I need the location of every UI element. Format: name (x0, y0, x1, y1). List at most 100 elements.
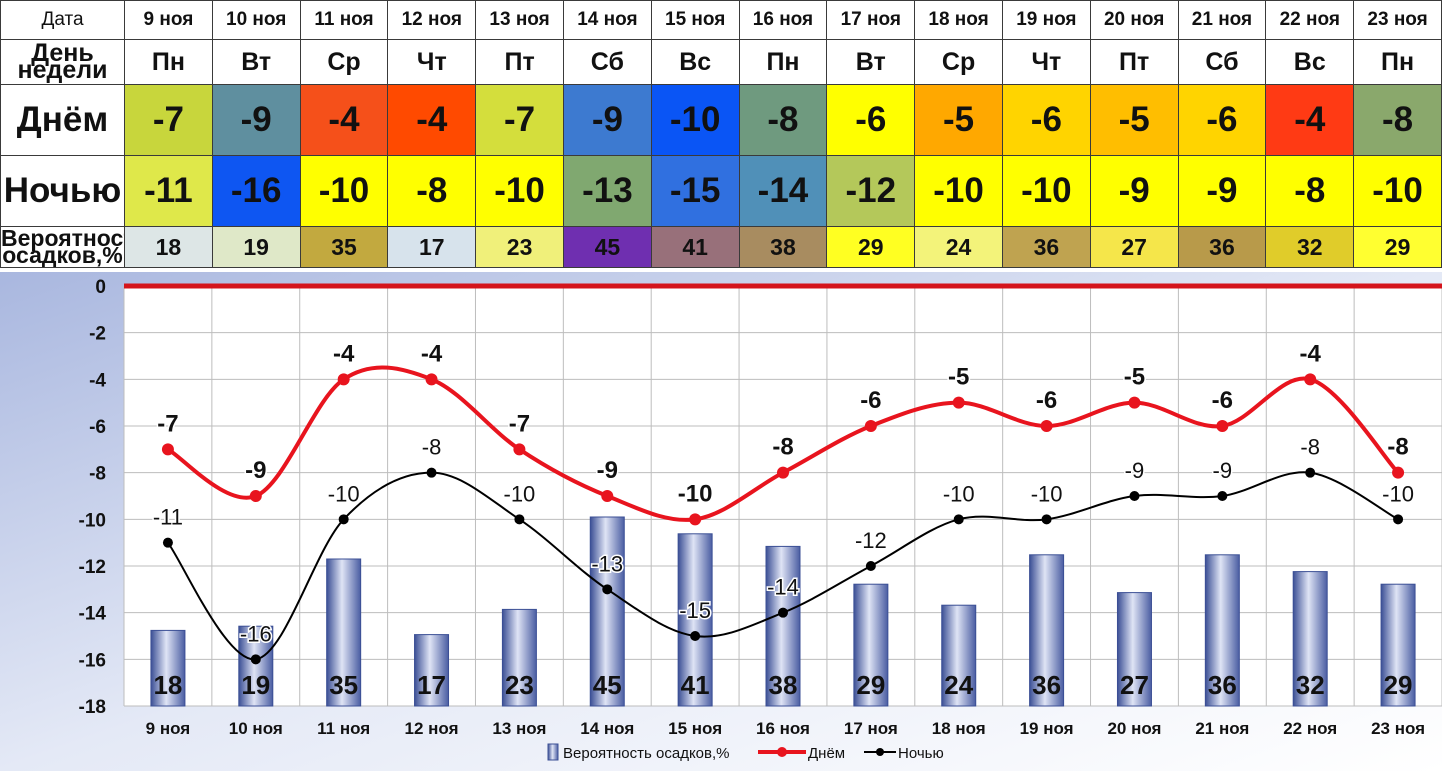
y-tick-label: 0 (95, 277, 106, 298)
probability-bar (414, 634, 450, 707)
day-value-label: -4 (1300, 340, 1322, 367)
legend-probability-label: Вероятность осадков,% (563, 745, 730, 762)
probability-bar-label: 38 (769, 670, 798, 700)
day-value-label: -4 (421, 340, 443, 367)
night-temp-cell: -8 (387, 155, 477, 227)
legend-day-marker (777, 747, 787, 757)
probability-cell: 45 (562, 226, 652, 268)
day-temp-cell: -6 (1177, 84, 1267, 156)
probability-bar-label: 17 (417, 670, 446, 700)
probability-bar (589, 516, 625, 707)
weekday-cell: Вт (826, 39, 916, 85)
day-value-label: -6 (1212, 387, 1233, 414)
night-value-label: -10 (1382, 481, 1414, 506)
day-point (1128, 396, 1141, 409)
weekday-cell: Пт (475, 39, 564, 85)
date-cell: 16 ноя (738, 0, 828, 40)
legend-day-label: Днём (808, 745, 845, 762)
probability-cell: 19 (211, 226, 301, 268)
night-temp-cell: -13 (562, 155, 652, 227)
probability-bar-label: 24 (944, 670, 973, 700)
probability-cell: 29 (826, 226, 916, 268)
weekday-cell: Вс (1265, 39, 1355, 85)
date-cell: 20 ноя (1089, 0, 1179, 40)
date-row: Дата 9 ноя 10 ноя 11 ноя 12 ноя 13 ноя 14 ноя… (0, 0, 1442, 40)
weekday-row-label: День недели (0, 39, 125, 85)
weekday-row: День недели Пн Вт Ср Чт Пт Сб Вс Пн Вт Ср Чт Пт Сб Вс… (0, 39, 1442, 85)
x-tick-label: 20 ноя (1107, 719, 1161, 738)
probability-bar-label: 32 (1296, 670, 1325, 700)
y-tick-label: -18 (79, 697, 106, 718)
day-value-label: -8 (772, 434, 793, 461)
date-cell: 13 ноя (475, 0, 564, 40)
night-temp-cell: -9 (1177, 155, 1267, 227)
probability-cell: 18 (124, 226, 213, 268)
x-tick-label: 14 ноя (580, 719, 634, 738)
night-value-label: -9 (1125, 458, 1145, 483)
x-tick-label: 23 ноя (1371, 719, 1425, 738)
chart-legend: Вероятность осадков,% Днём Ночью (547, 743, 944, 762)
probability-bar-label: 18 (153, 670, 182, 700)
date-cell: 22 ноя (1265, 0, 1355, 40)
weekday-cell: Пн (124, 39, 213, 85)
y-tick-label: -4 (89, 370, 106, 391)
day-point (1304, 373, 1317, 386)
night-point (602, 584, 613, 595)
probability-bar (677, 533, 713, 707)
probability-cell: 36 (1177, 226, 1267, 268)
day-point (864, 420, 877, 432)
weekday-cell: Сб (1177, 39, 1267, 85)
date-cell: 9 ноя (124, 0, 213, 40)
probability-bar (1029, 554, 1065, 707)
y-tick-label: -8 (89, 464, 106, 485)
x-tick-label: 18 ноя (932, 719, 986, 738)
night-temp-cell: -12 (826, 155, 916, 227)
y-tick-label: -12 (79, 557, 106, 578)
y-tick-label: -14 (79, 604, 107, 625)
night-point (426, 467, 437, 478)
probability-bar-label: 19 (241, 670, 270, 700)
day-point (952, 396, 965, 409)
day-temp-row: Днём -7 -9 -4 -4 -7 -9 -10 -8 -6 -5 -6 -5 -6 -4 -8 (0, 84, 1442, 156)
probability-bar-label: 35 (329, 670, 358, 700)
night-point (338, 514, 349, 525)
night-temp-cell: -10 (914, 155, 1003, 227)
day-point (601, 490, 614, 502)
night-point (865, 561, 876, 571)
probability-row: Вероятность осадков,% 181935172345413829… (0, 226, 1442, 268)
day-point (1216, 420, 1229, 432)
x-tick-label: 19 ноя (1020, 719, 1074, 738)
day-value-label: -5 (948, 364, 969, 391)
x-tick-label: 13 ноя (492, 719, 546, 738)
probability-cell: 32 (1265, 226, 1355, 268)
night-temp-cell: -10 (299, 155, 389, 227)
probability-cell: 27 (1089, 226, 1179, 268)
day-point (777, 466, 789, 479)
x-tick-label: 17 ноя (844, 719, 898, 738)
probability-bar-label: 45 (593, 670, 622, 700)
probability-bar (238, 625, 274, 707)
day-temp-cell: -7 (475, 84, 564, 156)
day-temp-cell: -6 (826, 84, 916, 156)
probability-bar-label: 29 (856, 670, 885, 700)
probability-cell: 38 (738, 226, 828, 268)
probability-bar (1204, 554, 1240, 707)
y-tick-label: -16 (79, 650, 106, 671)
day-row-label: Днём (0, 84, 125, 156)
night-point (778, 607, 788, 618)
night-temp-cell: -10 (1353, 155, 1442, 227)
night-point (250, 654, 261, 665)
y-tick-label: -6 (89, 417, 106, 438)
forecast-chart: 18 19 35 17 23 45 41 38 29 24 36 27 36 32 29 -7 -9 -4 -4 -7… (0, 272, 1442, 771)
day-temp-cell: -10 (650, 84, 740, 156)
night-temp-cell: -8 (1265, 155, 1355, 227)
weekday-cell: Вт (211, 39, 301, 85)
day-value-label: -7 (157, 410, 178, 437)
day-temp-cell: -5 (1089, 84, 1179, 156)
night-temp-row: Ночью -11 -16 -10 -8 -10 -13 -15 -14 -12 -10 -10 -9… (0, 155, 1442, 227)
probability-bar-label: 41 (681, 670, 710, 700)
day-value-label: -10 (678, 480, 713, 507)
probability-bar-label: 27 (1120, 670, 1149, 700)
night-point (1129, 491, 1140, 501)
probability-bar-label: 29 (1384, 670, 1413, 700)
